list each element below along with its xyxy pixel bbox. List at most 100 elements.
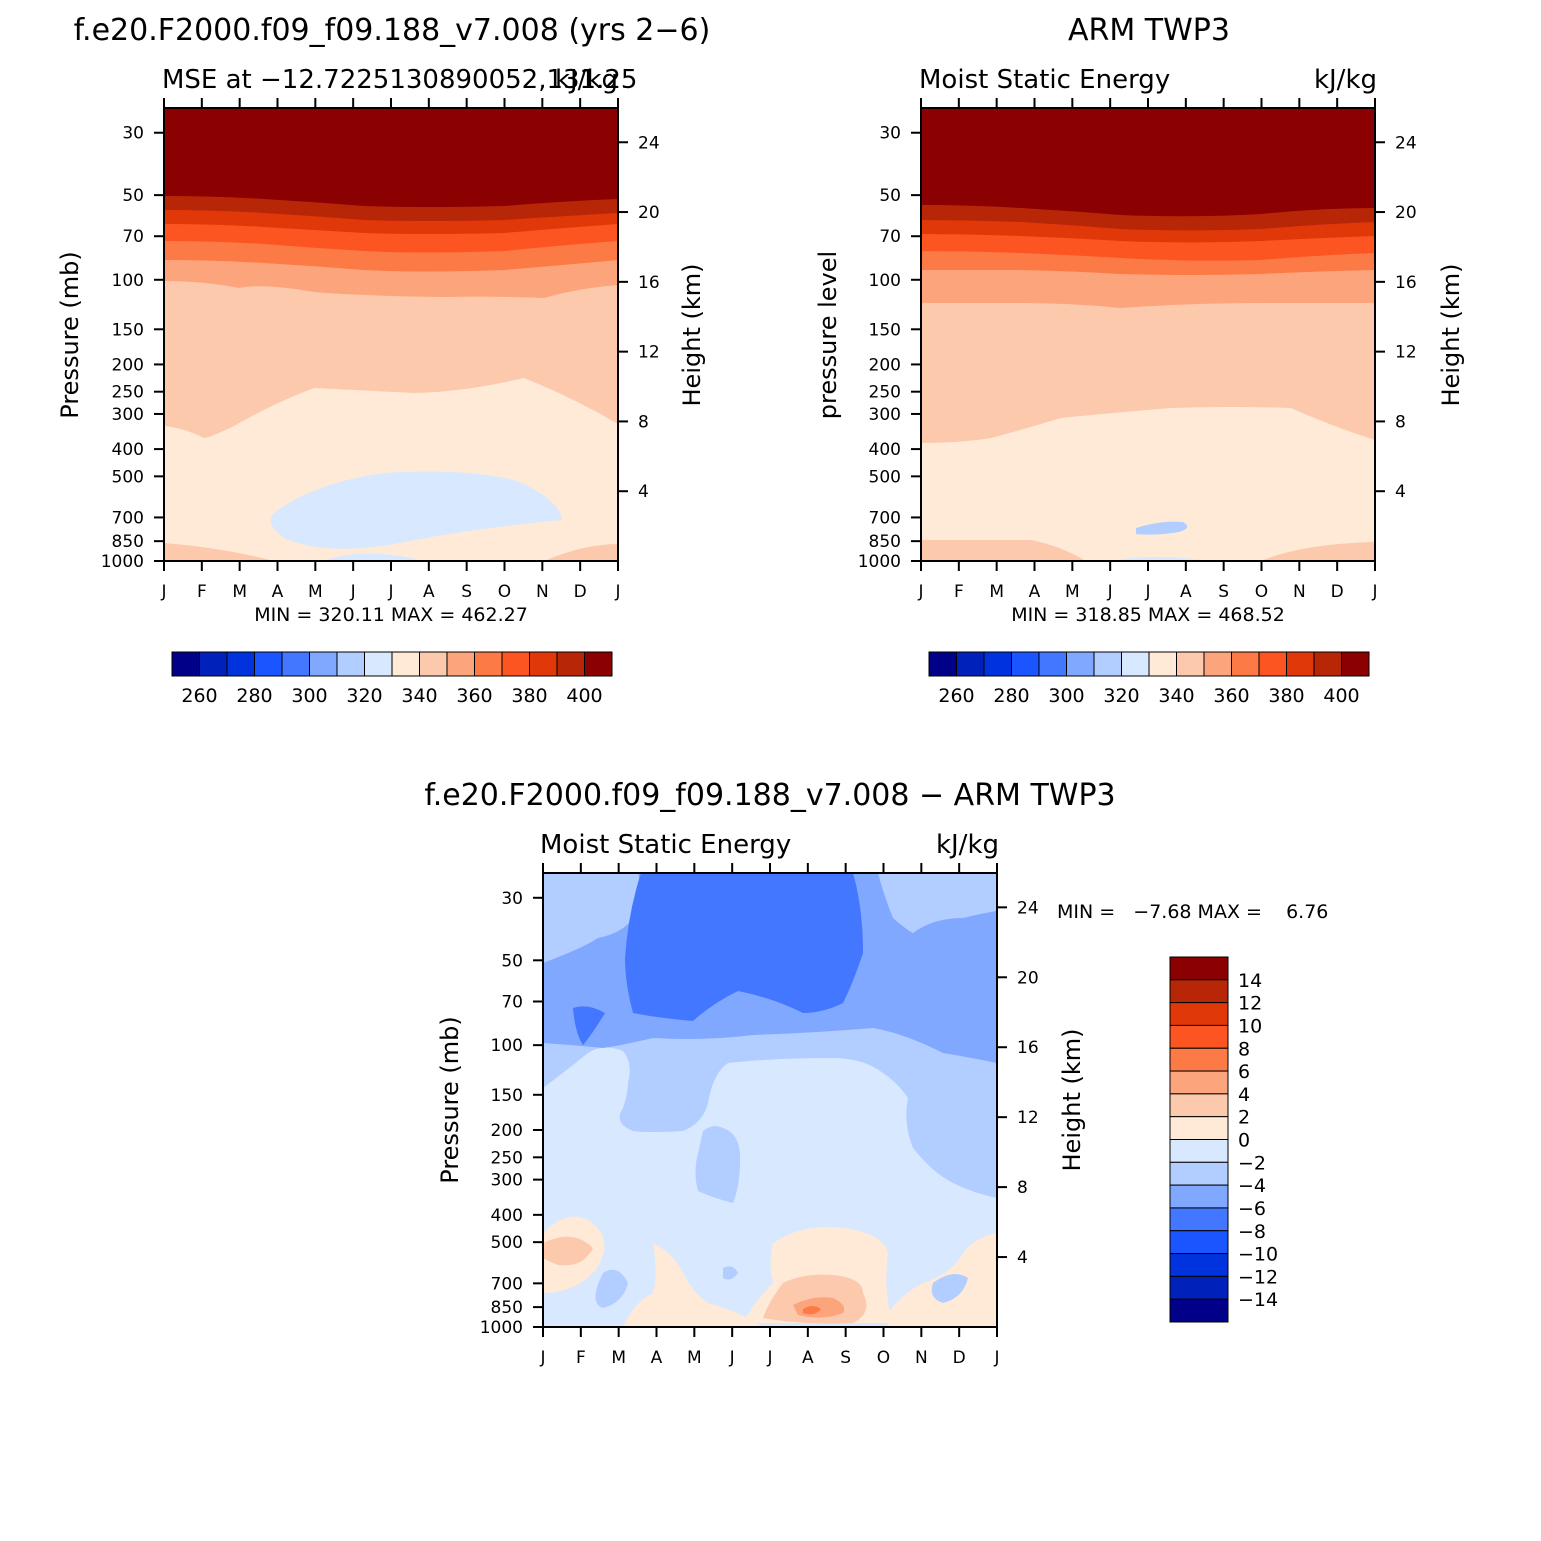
panel-model-colorbar-swatch xyxy=(336,651,365,677)
panel-diff-colorbar-swatch xyxy=(1169,1275,1229,1300)
panel-model-colorbar-label: 400 xyxy=(566,685,602,707)
panel-model-colorbar-swatch xyxy=(474,651,503,677)
panel-obs-colorbar-label: 280 xyxy=(993,685,1029,707)
panel-obs-left-label: Moist Static Energy xyxy=(919,65,1170,95)
panel-obs-colorbar-label: 340 xyxy=(1158,685,1194,707)
panel-model-x-tick-label: J xyxy=(387,582,393,602)
panel-obs-y2-tick-label: 12 xyxy=(1395,343,1417,363)
panel-obs-x-tick-label: J xyxy=(1144,582,1150,602)
panel-diff-colorbar-swatch xyxy=(1169,1161,1229,1186)
panel-model-y-label: Pressure (mb) xyxy=(56,251,84,418)
panel-diff-y-tick-label: 700 xyxy=(491,1274,523,1294)
panel-obs-y-tick-label: 250 xyxy=(869,383,901,403)
panel-model-y2-tick-label: 16 xyxy=(638,273,660,293)
panel-model-y-tick-label: 250 xyxy=(112,383,144,403)
panel-diff-x-tick-label: J xyxy=(539,1348,545,1368)
panel-diff-y-tick-label: 1000 xyxy=(480,1318,523,1338)
panel-model-x-tick-label: N xyxy=(536,582,549,602)
panel-diff-y-tick-label: 200 xyxy=(491,1121,523,1141)
panel-obs-colorbar-swatch xyxy=(1286,651,1315,677)
panel-obs-y-tick-label: 500 xyxy=(869,467,901,487)
panel-model-y-tick-label: 300 xyxy=(112,405,144,425)
panel-diff-title: f.e20.F2000.f09_f09.188_v7.008 − ARM TWP… xyxy=(424,778,1115,813)
panel-diff-units: kJ/kg xyxy=(936,830,999,860)
panel-obs-colorbar-label: 320 xyxy=(1103,685,1139,707)
panel-diff-colorbar-label: −2 xyxy=(1238,1152,1266,1174)
panel-obs-x-tick-label: J xyxy=(917,582,923,602)
panel-diff-colorbar-label: −8 xyxy=(1238,1221,1266,1243)
panel-diff-x-tick-label: F xyxy=(576,1348,586,1368)
panel-obs-y-tick-label: 50 xyxy=(879,186,901,206)
panel-model-colorbar: 260 280 300 320 340 360 380 400 xyxy=(171,651,613,707)
panel-obs-y2-tick-label: 20 xyxy=(1395,203,1417,223)
panel-diff-colorbar-swatch xyxy=(1169,1047,1229,1072)
panel-model-x-tick-label: M xyxy=(232,582,247,602)
panel-obs-colorbar-swatch xyxy=(1011,651,1040,677)
panel-diff-axes: J F M A M J J A S O N D J 30 50 70 100 150 200 250 300 400 500… xyxy=(480,863,1039,1368)
panel-model-x-tick-label: M xyxy=(308,582,323,602)
field-band-0-2-mid xyxy=(623,1243,763,1327)
panel-obs-y-tick-label: 100 xyxy=(869,271,901,291)
panel-model-colorbar-swatch xyxy=(309,651,338,677)
panel-model-y2-tick-label: 12 xyxy=(638,343,660,363)
panel-model-x-tick-label: J xyxy=(614,582,620,602)
panel-diff-x-tick-label: J xyxy=(766,1348,772,1368)
panel-model-x-tick-label: J xyxy=(350,582,356,602)
panel-model-y-tick-label: 700 xyxy=(112,508,144,528)
panel-diff-x-tick-label: M xyxy=(611,1348,626,1368)
panel-obs-colorbar-swatch xyxy=(1093,651,1122,677)
panel-model-colorbar-label: 360 xyxy=(456,685,492,707)
panel-diff-colorbar-swatch xyxy=(1169,1207,1229,1232)
panel-diff-colorbar-label: −12 xyxy=(1238,1266,1278,1288)
panel-model-colorbar-label: 280 xyxy=(236,685,272,707)
panel-obs-colorbar-swatch xyxy=(1148,651,1177,677)
panel-obs-x-tick-label: J xyxy=(1107,582,1113,602)
panel-model-y-tick-label: 150 xyxy=(112,320,144,340)
panel-diff-colorbar-swatch xyxy=(1169,1024,1229,1049)
panel-model-y-tick-label: 70 xyxy=(122,227,144,247)
panel-obs-y2-tick-label: 24 xyxy=(1395,133,1417,153)
panel-obs-y-tick-label: 70 xyxy=(879,227,901,247)
panel-model-colorbar-swatch xyxy=(501,651,530,677)
panel-diff-y-label: Pressure (mb) xyxy=(436,1016,464,1183)
panel-model-y2-tick-label: 20 xyxy=(638,203,660,223)
panel-diff-x-tick-label: A xyxy=(802,1348,814,1368)
panel-diff-colorbar-label: 8 xyxy=(1238,1038,1250,1060)
panel-obs-y-tick-label: 200 xyxy=(869,355,901,375)
panel-diff-colorbar-swatch xyxy=(1169,1298,1229,1323)
panel-obs-x-tick-label: J xyxy=(1371,582,1377,602)
panel-diff-y2-label: Height (km) xyxy=(1058,1029,1086,1172)
panel-obs-colorbar: 260 280 300 320 340 360 380 400 xyxy=(928,651,1370,707)
field-band-6-8-aug xyxy=(803,1306,821,1315)
panel-obs-x-tick-label: S xyxy=(1218,582,1229,602)
panel-model-minmax: MIN = 320.11 MAX = 462.27 xyxy=(254,604,528,626)
panel-diff-y2-tick-label: 16 xyxy=(1017,1038,1039,1058)
panel-obs-y-tick-label: 300 xyxy=(869,405,901,425)
panel-diff-colorbar-swatch xyxy=(1169,1070,1229,1095)
panel-diff-colorbar-swatch xyxy=(1169,1093,1229,1118)
panel-diff-x-tick-label: S xyxy=(840,1348,851,1368)
panel-obs-colorbar-swatch xyxy=(1258,651,1287,677)
panel-diff-y2-tick-label: 8 xyxy=(1017,1178,1028,1198)
panel-obs-x-tick-label: M xyxy=(989,582,1004,602)
panel-model-x-tick-label: S xyxy=(461,582,472,602)
panel-model-colorbar-swatch xyxy=(171,651,200,677)
panel-diff-colorbar-swatch xyxy=(1169,979,1229,1004)
field-band-minus4-minus2-mid xyxy=(695,1126,741,1203)
field-band-minus8-minus6 xyxy=(625,873,863,1021)
panel-model-x-tick-label: A xyxy=(272,582,284,602)
panel-obs-colorbar-swatch xyxy=(1313,651,1342,677)
panel-diff-y-tick-label: 250 xyxy=(491,1148,523,1168)
panel-diff-colorbar-label: 12 xyxy=(1238,993,1262,1015)
panel-diff-colorbar-label: 2 xyxy=(1238,1107,1250,1129)
panel-obs-colorbar-label: 300 xyxy=(1048,685,1084,707)
panel-obs-colorbar-swatch xyxy=(1231,651,1260,677)
panel-diff-plot-area: J F M A M J J A S O N D J 30 50 70 100 150 200 250 300 400 500… xyxy=(480,863,1039,1368)
panel-obs-y-tick-label: 700 xyxy=(869,508,901,528)
panel-diff-x-tick-label: D xyxy=(953,1348,966,1368)
panel-model-left-label: MSE at −12.7225130890052,131.25 xyxy=(162,65,637,95)
panel-model-y-tick-label: 400 xyxy=(112,440,144,460)
